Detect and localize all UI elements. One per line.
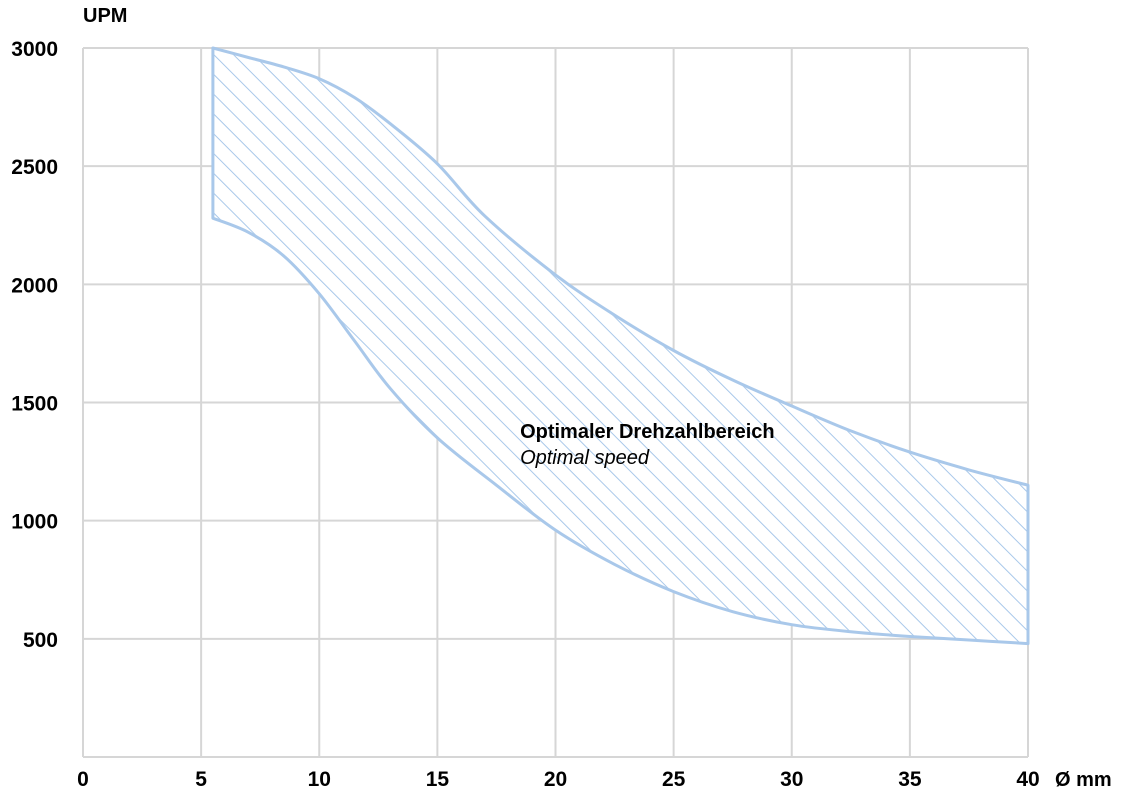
x-axis-label: Ø mm bbox=[1055, 769, 1112, 791]
x-tick-label-5: 5 bbox=[195, 768, 207, 791]
x-tick-label-0: 0 bbox=[77, 768, 89, 791]
x-tick-label-30: 30 bbox=[780, 768, 803, 791]
y-axis-ticks: 500 1000 1500 2000 2500 3000 bbox=[11, 38, 58, 652]
x-axis-ticks: 0 5 10 15 20 25 30 35 40 bbox=[77, 768, 1040, 791]
annotation-title: Optimaler Drehzahlbereich bbox=[520, 421, 775, 443]
y-axis-label: UPM bbox=[83, 5, 127, 27]
annotation-subtitle: Optimal speed bbox=[520, 447, 650, 469]
x-tick-label-35: 35 bbox=[898, 768, 922, 791]
y-tick-label-1500: 1500 bbox=[11, 393, 58, 416]
x-tick-label-10: 10 bbox=[308, 768, 331, 791]
x-tick-label-20: 20 bbox=[544, 768, 567, 791]
x-tick-label-25: 25 bbox=[662, 768, 686, 791]
y-tick-label-500: 500 bbox=[23, 629, 58, 652]
x-tick-label-40: 40 bbox=[1016, 768, 1039, 791]
x-tick-label-15: 15 bbox=[426, 768, 450, 791]
optimal-speed-band bbox=[211, 46, 1030, 646]
y-tick-label-1000: 1000 bbox=[11, 511, 58, 534]
y-tick-label-2000: 2000 bbox=[11, 274, 58, 297]
y-tick-label-3000: 3000 bbox=[11, 38, 58, 61]
speed-band-area bbox=[211, 46, 1030, 646]
y-tick-label-2500: 2500 bbox=[11, 156, 58, 179]
